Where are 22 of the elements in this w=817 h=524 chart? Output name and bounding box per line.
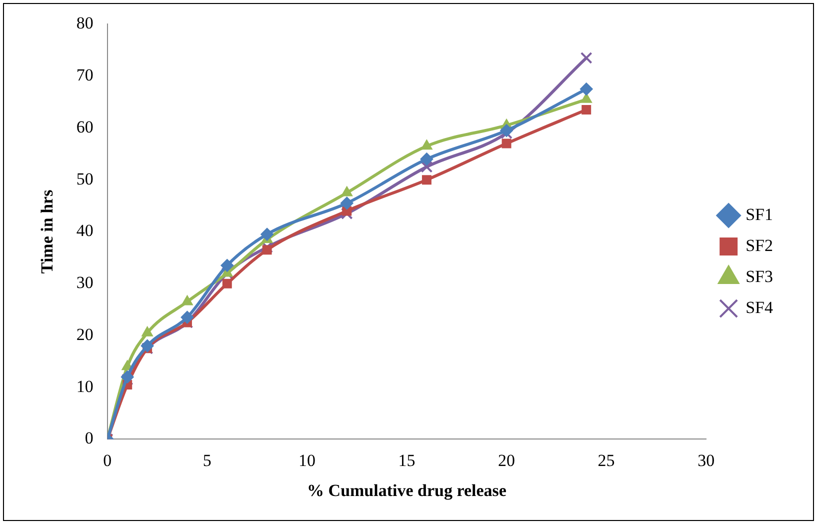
y-tick-label: 70	[76, 66, 94, 85]
y-tick-label: 80	[76, 14, 94, 33]
legend-label: SF4	[746, 298, 774, 317]
y-tick-label: 0	[84, 428, 94, 448]
x-tick-label: 20	[498, 450, 516, 470]
x-axis-title: % Cumulative drug release	[307, 481, 507, 500]
x-tick-label: 30	[698, 450, 715, 470]
y-tick-label: 40	[76, 221, 94, 240]
y-tick-label: 50	[76, 169, 94, 188]
x-tick-label: 5	[202, 450, 212, 470]
x-tick-label: 15	[398, 450, 416, 470]
y-tick-label: 10	[76, 376, 94, 396]
x-tick-label: 0	[103, 450, 112, 470]
legend-label: SF1	[746, 204, 774, 224]
y-axis-title: Time in hrs	[38, 189, 57, 274]
legend-label: SF2	[746, 236, 774, 255]
legend-label: SF3	[746, 266, 774, 286]
x-tick-label: 25	[598, 450, 615, 470]
y-tick-label: 20	[76, 324, 94, 344]
x-tick-label: 10	[298, 450, 316, 470]
y-tick-label: 60	[76, 117, 94, 136]
y-tick-label: 30	[76, 273, 94, 292]
